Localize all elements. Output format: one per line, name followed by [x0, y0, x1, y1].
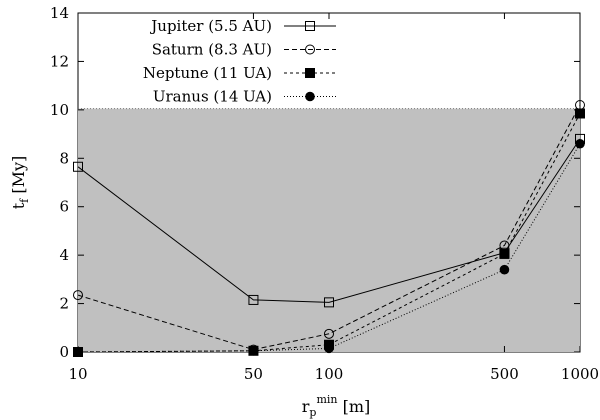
x-tick-label: 1000 — [561, 365, 599, 383]
legend-marker — [305, 44, 315, 55]
x-tick-label: 500 — [490, 365, 519, 383]
y-tick-label: 4 — [59, 246, 69, 264]
data-point — [324, 343, 334, 354]
data-point — [499, 264, 510, 275]
y-tick-label: 12 — [50, 52, 69, 70]
legend-marker — [305, 91, 315, 102]
x-tick-label: 10 — [68, 365, 87, 383]
data-point — [324, 328, 334, 339]
y-axis-label-sub: f — [18, 198, 31, 203]
x-axis-label-sub: p — [309, 406, 316, 419]
x-axis-label: rpmin [m] — [302, 393, 371, 419]
legend-marker — [305, 68, 315, 78]
x-axis-label-sup: min — [316, 393, 337, 406]
legend-label: Saturn (8.3 AU) — [152, 41, 272, 59]
data-point — [575, 138, 585, 149]
series-line — [77, 113, 581, 353]
y-axis-label-unit: [My] — [9, 156, 28, 194]
y-tick-label: 0 — [59, 343, 69, 361]
y-tick-label: 10 — [50, 101, 69, 119]
series-line — [77, 143, 581, 353]
series-line — [77, 138, 581, 303]
legend-marker — [305, 21, 315, 31]
data-point — [73, 347, 83, 357]
y-axis-label: tf [My] — [9, 156, 31, 210]
data-point — [248, 294, 259, 305]
data-point — [575, 108, 585, 119]
shaded-region — [78, 108, 580, 353]
data-point — [499, 248, 510, 259]
data-point — [248, 345, 259, 356]
data-point — [73, 161, 83, 172]
x-tick-label: 100 — [315, 365, 344, 383]
y-tick-label: 8 — [59, 149, 69, 167]
data-point — [324, 297, 334, 308]
y-axis-label-main: t — [9, 202, 28, 209]
legend-label: Jupiter (5.5 AU) — [149, 17, 272, 35]
data-point — [73, 290, 83, 301]
legend-label: Neptune (11 UA) — [143, 64, 272, 82]
y-tick-label: 2 — [59, 295, 69, 313]
x-tick-label: 50 — [244, 365, 263, 383]
y-tick-label: 6 — [59, 198, 69, 216]
legend-label: Uranus (14 UA) — [153, 88, 272, 106]
x-axis-label-main: r — [302, 397, 310, 416]
series-3 — [73, 138, 585, 357]
series-line — [77, 104, 581, 351]
y-tick-label: 14 — [50, 4, 69, 22]
x-axis-label-unit: [m] — [343, 397, 371, 416]
